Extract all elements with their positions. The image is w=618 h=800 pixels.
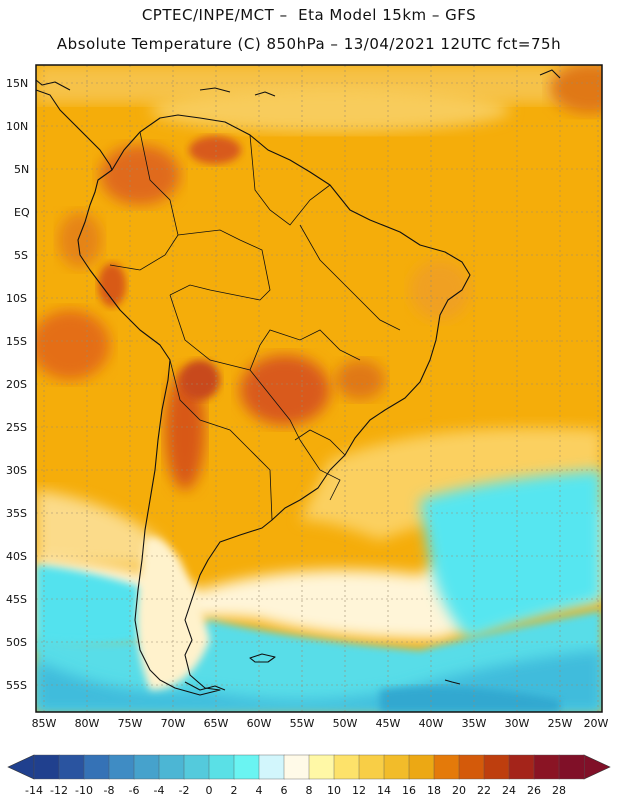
colorbar-label: 12 (352, 784, 366, 797)
colorbar-swatch (458, 754, 485, 780)
colorbar-high-arrow (583, 754, 611, 780)
colorbar-label: -12 (50, 784, 68, 797)
lon-label: 55W (290, 717, 315, 730)
title-model: CPTEC/INPE/MCT – Eta Model 15km – GFS (141, 6, 477, 24)
title-field: Absolute Temperature (C) 850hPa – 13/04/… (56, 35, 562, 53)
colorbar-swatch (58, 754, 85, 780)
lat-label: 50S (6, 636, 27, 649)
colorbar-swatch (508, 754, 535, 780)
colorbar-swatch (533, 754, 560, 780)
colorbar-label: 28 (552, 784, 566, 797)
colorbar-swatch (408, 754, 435, 780)
colorbar-swatch (258, 754, 285, 780)
colorbar-label: 0 (206, 784, 213, 797)
colorbar-label: -2 (179, 784, 190, 797)
colorbar-label: 4 (256, 784, 263, 797)
lat-label: 15S (6, 335, 27, 348)
lon-label: 85W (32, 717, 57, 730)
lon-label: 50W (333, 717, 358, 730)
colorbar-label: 22 (477, 784, 491, 797)
colorbar-low-arrow (7, 754, 35, 780)
lat-label: EQ (14, 206, 30, 219)
lat-label: 20S (6, 378, 27, 391)
lat-label: 40S (6, 550, 27, 563)
colorbar-label: 6 (281, 784, 288, 797)
lon-label: 25W (548, 717, 573, 730)
lon-label: 40W (419, 717, 444, 730)
colorbar-swatch (433, 754, 460, 780)
colorbar-label: -10 (75, 784, 93, 797)
colorbar-swatch (208, 754, 235, 780)
colorbar-label: 2 (231, 784, 238, 797)
colorbar-swatch (233, 754, 260, 780)
lat-label: 30S (6, 464, 27, 477)
lat-label: 10S (6, 292, 27, 305)
lat-label: 5N (14, 163, 29, 176)
colorbar-swatch (158, 754, 185, 780)
colorbar-swatch (183, 754, 210, 780)
lon-label: 75W (118, 717, 143, 730)
colorbar-swatch (483, 754, 510, 780)
colorbar-swatch (283, 754, 310, 780)
colorbar-label: -6 (129, 784, 140, 797)
colorbar-label: 18 (427, 784, 441, 797)
colorbar-label: 26 (527, 784, 541, 797)
colorbar-swatch (133, 754, 160, 780)
lon-label: 80W (75, 717, 100, 730)
lon-label: 60W (247, 717, 272, 730)
colorbar-swatch (358, 754, 385, 780)
colorbar-label: 16 (402, 784, 416, 797)
temperature-field (36, 65, 602, 712)
colorbar-label: 20 (452, 784, 466, 797)
colorbar-label: 8 (306, 784, 313, 797)
colorbar-label: 14 (377, 784, 391, 797)
latitude-axis: 15N 10N 5N EQ 5S 10S 15S 20S 25S 30S 35S… (6, 77, 30, 692)
colorbar-label: 24 (502, 784, 516, 797)
colorbar-swatch (383, 754, 410, 780)
colorbar-swatch (83, 754, 110, 780)
colorbar-label: -4 (154, 784, 165, 797)
lon-label: 65W (204, 717, 229, 730)
lat-label: 10N (6, 120, 28, 133)
lat-label: 45S (6, 593, 27, 606)
lat-label: 15N (6, 77, 28, 90)
colorbar-swatch (108, 754, 135, 780)
lat-label: 55S (6, 679, 27, 692)
lat-label: 5S (14, 249, 28, 262)
lon-label: 35W (462, 717, 487, 730)
colorbar-swatch (33, 754, 60, 780)
lat-label: 35S (6, 507, 27, 520)
colorbar-swatch (308, 754, 335, 780)
country-borders (109, 131, 401, 521)
lon-label: 70W (161, 717, 186, 730)
lat-label: 25S (6, 421, 27, 434)
lon-label: 30W (505, 717, 530, 730)
map-frame (35, 64, 603, 713)
colorbar-label: -8 (104, 784, 115, 797)
colorbar-label: 10 (327, 784, 341, 797)
colorbar-swatch (333, 754, 360, 780)
colorbar-swatch (558, 754, 585, 780)
lon-label: 45W (376, 717, 401, 730)
color-legend: -14 -12 -10 -8 -6 -4 -2 0 2 4 6 8 10 12 14 16 18 20 22 24 26… (7, 754, 611, 797)
longitude-axis: 85W 80W 75W 70W 65W 60W 55W 50W 45W 40W … (32, 717, 609, 730)
colorbar-label: -14 (25, 784, 43, 797)
coastlines (35, 69, 561, 696)
lon-label: 20W (584, 717, 609, 730)
gridlines (36, 65, 602, 712)
